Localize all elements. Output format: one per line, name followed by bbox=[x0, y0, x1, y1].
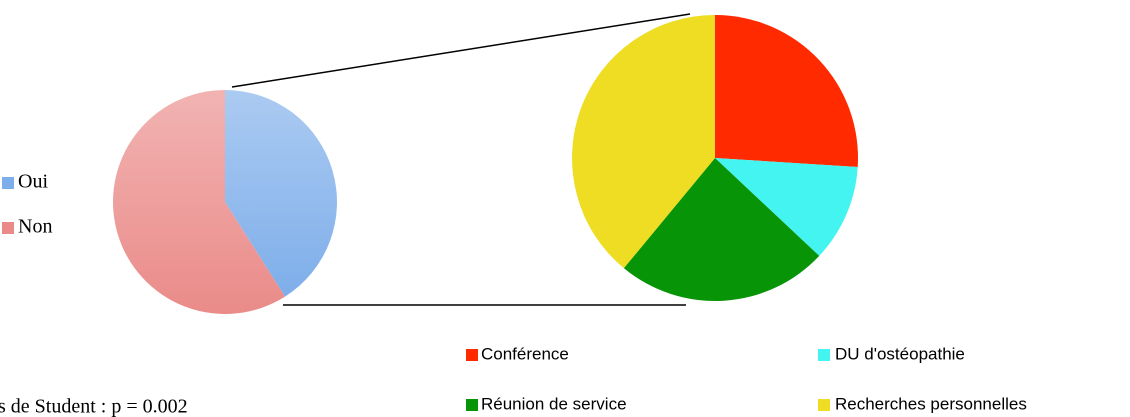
footnote: s de Student : p = 0.002 bbox=[0, 396, 188, 417]
pie-slice bbox=[572, 15, 715, 269]
legend-swatch bbox=[818, 349, 830, 361]
connector bbox=[231, 13, 691, 88]
legend-label: Réunion de service bbox=[481, 394, 627, 413]
pie-slice bbox=[225, 90, 338, 297]
legend-label: Conférence bbox=[481, 344, 569, 363]
pie-slice bbox=[715, 158, 858, 256]
pie-slice bbox=[113, 90, 286, 314]
legend-swatch bbox=[466, 399, 478, 411]
legend-label: Oui bbox=[18, 171, 48, 193]
legend-label: Recherches personnelles bbox=[835, 394, 1027, 413]
pie-slice bbox=[715, 15, 858, 167]
legend-label: Non bbox=[18, 216, 52, 238]
legend-label: DU d'ostéopathie bbox=[835, 344, 965, 363]
legend-swatch bbox=[466, 349, 478, 361]
legend-swatch bbox=[2, 222, 14, 234]
legend-swatch bbox=[2, 177, 14, 189]
pie-slice bbox=[623, 158, 820, 301]
legend-swatch bbox=[818, 399, 830, 411]
